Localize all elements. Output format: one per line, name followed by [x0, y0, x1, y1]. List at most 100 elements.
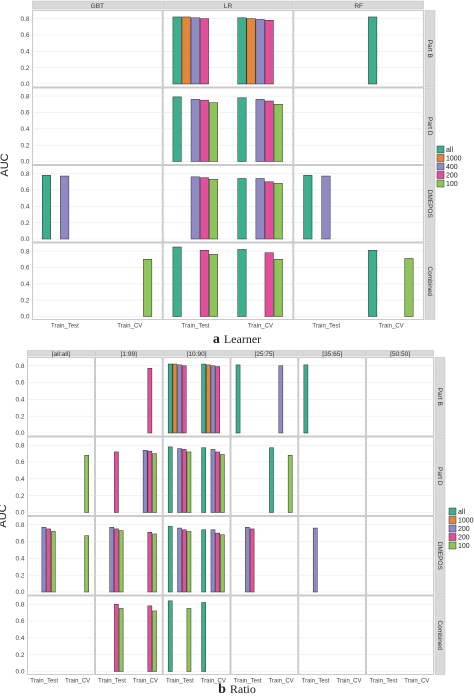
a-panel — [293, 242, 424, 320]
caption-a-letter: a — [212, 332, 220, 347]
a-column-label: GBT — [91, 3, 104, 10]
b-x-tick-label: Train_Test — [302, 679, 330, 685]
a-bar — [264, 100, 274, 162]
b-panel-background — [230, 436, 299, 516]
a-bar — [237, 17, 247, 85]
a-panel-background — [32, 242, 163, 320]
a-y-tick-label: 0.2 — [20, 220, 29, 227]
b-row-strip — [434, 516, 446, 596]
a-bar — [321, 175, 331, 240]
b-bar — [181, 529, 187, 593]
b-bar — [245, 526, 250, 593]
b-x-tick-label: Train_Test — [98, 679, 126, 685]
b-bar — [118, 608, 124, 672]
b-bar — [220, 454, 225, 513]
b-bar — [215, 532, 220, 593]
b-panel-background — [366, 436, 434, 516]
b-y-tick-label: 0.6 — [15, 539, 24, 546]
a-legend-label: 400 — [446, 164, 458, 171]
b-panel-background — [298, 595, 367, 675]
b-bar — [278, 365, 284, 434]
b-panel — [27, 436, 95, 516]
b-bar — [50, 531, 56, 593]
a-y-tick-label: 0.4 — [20, 126, 29, 133]
b-bar — [114, 451, 119, 513]
a-column-label: LR — [224, 3, 233, 10]
b-panel-background — [230, 516, 299, 596]
b-panel — [94, 357, 163, 437]
a-row-strip — [424, 10, 436, 88]
b-y-tick-label: 0.4 — [15, 635, 24, 642]
b-bar — [210, 365, 216, 434]
b-panel-background — [27, 516, 95, 596]
b-legend-swatch — [448, 524, 457, 533]
b-column-strip — [95, 350, 163, 357]
a-panel — [293, 165, 424, 243]
b-bar — [147, 605, 153, 672]
b-y-tick-label: 0.4 — [15, 397, 24, 404]
b-bar — [41, 526, 47, 593]
b-legend-swatch — [448, 516, 457, 524]
a-y-tick-label: 0.8 — [20, 248, 29, 255]
a-panel — [293, 10, 424, 88]
a-y-tick-label: 0.8 — [20, 93, 29, 100]
b-bar — [186, 608, 192, 672]
b-bar — [46, 528, 51, 593]
b-panel — [366, 436, 434, 516]
b-bar — [118, 530, 124, 593]
b-bar — [152, 453, 157, 513]
a-row-strip — [424, 242, 436, 320]
b-panel-background — [298, 436, 367, 516]
a-bar — [255, 19, 265, 85]
a-bar — [181, 16, 191, 85]
b-bar — [114, 528, 119, 593]
a-panel — [293, 87, 424, 165]
a-y-tick-label: 0.0 — [20, 159, 29, 166]
a-bar — [60, 175, 70, 240]
b-bar — [167, 446, 173, 513]
a-y-tick-label: 0.2 — [20, 142, 29, 149]
b-bar — [147, 367, 153, 434]
b-legend-label: 1000 — [458, 518, 474, 525]
b-panel — [94, 516, 163, 596]
b-bar — [152, 610, 157, 672]
a-x-tick-label: Train_Test — [312, 324, 340, 330]
b-panel-background — [94, 595, 163, 675]
a-legend-swatch — [436, 179, 445, 188]
b-bar — [303, 364, 309, 434]
b-row-strip — [434, 357, 446, 437]
b-row-label: Part B — [436, 388, 443, 406]
a-x-tick-label: Train_CV — [117, 324, 142, 330]
b-y-tick-label: 0.2 — [15, 413, 24, 420]
a-panel — [32, 87, 163, 165]
caption-a: a Learner — [0, 332, 474, 348]
a-x-tick-label: Train_Test — [51, 324, 79, 330]
a-legend-label: 1000 — [446, 156, 462, 163]
a-bar — [199, 18, 209, 85]
b-y-tick-label: 0.4 — [15, 556, 24, 563]
a-row-strip — [424, 165, 436, 243]
b-legend-label: 100 — [458, 543, 470, 550]
b-panel — [230, 516, 299, 596]
b-panel — [27, 516, 95, 596]
a-bar — [190, 99, 200, 162]
b-row-strip — [434, 436, 446, 516]
a-y-tick-label: 0.4 — [20, 203, 29, 210]
b-panel — [366, 516, 434, 596]
a-bar — [264, 19, 274, 85]
a-y-tick-label: 0.0 — [20, 314, 29, 321]
a-row-label: Part D — [426, 117, 433, 136]
a-bar — [246, 18, 256, 85]
b-column-label: [25:75] — [254, 351, 274, 358]
a-legend-label: 100 — [446, 181, 458, 188]
b-x-tick-label: Train_CV — [336, 679, 361, 685]
a-bar — [208, 254, 218, 317]
b-panel-background — [366, 357, 434, 437]
b-bar — [235, 364, 241, 434]
b-bar — [147, 532, 153, 593]
b-bar — [249, 528, 255, 593]
b-panel — [366, 595, 434, 675]
a-panel — [162, 10, 294, 88]
a-bar — [199, 177, 209, 240]
